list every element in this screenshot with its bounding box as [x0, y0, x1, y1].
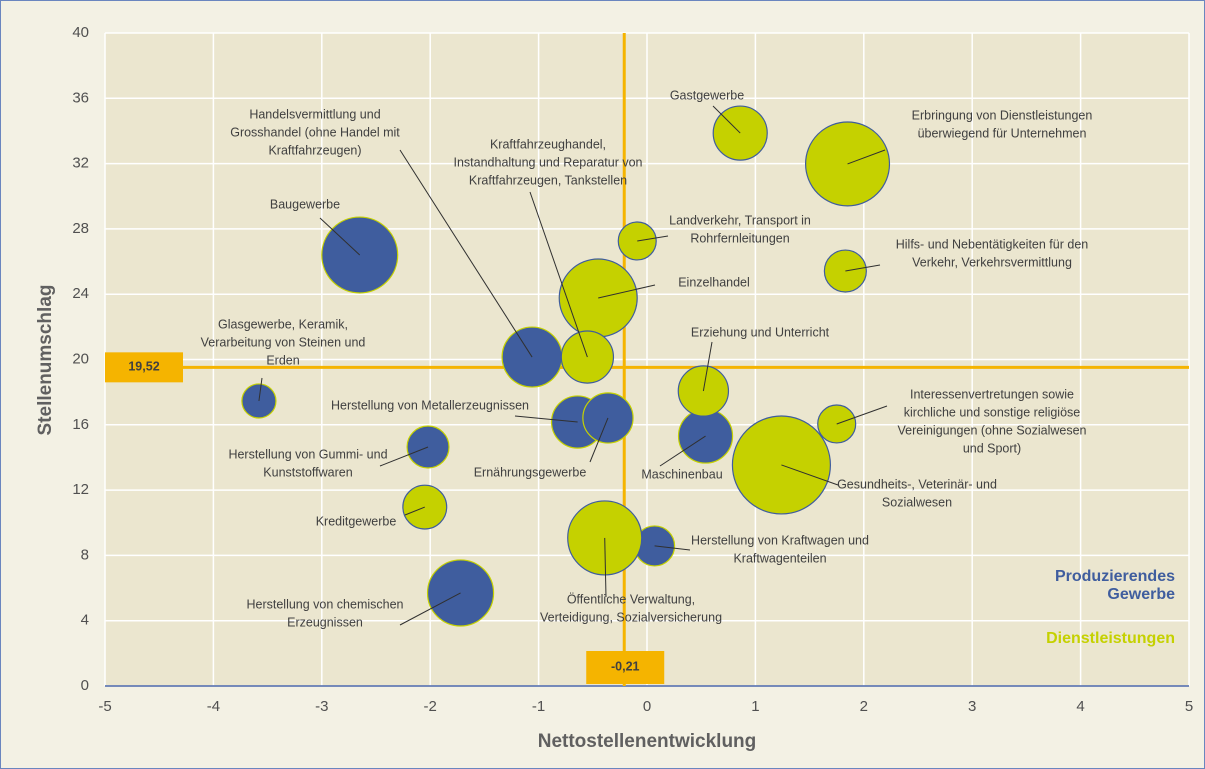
bubble-label: Herstellung von Metallerzeugnissen: [331, 398, 529, 412]
bubble-label: Instandhaltung und Reparatur von: [453, 155, 642, 169]
x-tick-label: -4: [207, 698, 220, 715]
leader-line: [399, 592, 461, 626]
y-tick-label: 24: [72, 285, 89, 302]
x-tick-label: 3: [968, 698, 976, 715]
bubble-label: Herstellung von Gummi- und: [228, 447, 387, 461]
leader-line: [319, 217, 361, 256]
reference-label: 19,52: [128, 360, 159, 374]
bubble: [406, 425, 450, 469]
leader-line: [529, 191, 588, 358]
bubble: [321, 216, 399, 294]
reference-label-box: [105, 352, 183, 383]
y-tick-label: 16: [72, 416, 89, 433]
bubble-label: Herstellung von chemischen: [246, 597, 403, 611]
bubble-label: Herstellung von Kraftwagen und: [691, 533, 869, 547]
bubble-label: Maschinenbau: [641, 467, 722, 481]
bubble-label: Ernährungsgewerbe: [474, 465, 587, 479]
bubble-label: Einzelhandel: [678, 275, 750, 289]
bubble-label: Kunststoffwaren: [263, 465, 352, 479]
bubble-label: Handelsvermittlung und: [249, 107, 380, 121]
x-tick-label: 5: [1185, 698, 1193, 715]
labels: Baugewerbe Handelsvermittlung und Grosshan…: [201, 88, 1093, 629]
bubble-label: Hilfs- und Nebentätigkeiten für den: [896, 237, 1089, 251]
bubble-label: Grosshandel (ohne Handel mit: [230, 125, 400, 139]
x-tick-label: -3: [315, 698, 328, 715]
leader-line: [712, 105, 741, 134]
leader-line: [258, 377, 263, 402]
legend-entry: Produzierendes Gewerbe: [1054, 568, 1175, 603]
reference-label: -0,21: [611, 659, 640, 673]
bubble-label: Glasgewerbe, Keramik,: [218, 317, 348, 331]
leader-line: [847, 149, 886, 165]
bubble-label: Erzeugnissen: [287, 615, 363, 629]
bubble-label: Gesundheits-, Veterinär- und: [837, 477, 997, 491]
bubble-label: Vereinigungen (ohne Sozialwesen: [897, 423, 1086, 437]
leader-line: [845, 264, 881, 272]
bubble-label: Erden: [266, 353, 299, 367]
leader-line: [836, 405, 888, 425]
bubble-label: Baugewerbe: [270, 197, 340, 211]
x-axis-title: Nettostellenentwicklung: [538, 731, 757, 752]
y-tick-label: 28: [72, 220, 89, 237]
bubble: [817, 404, 857, 444]
bubble-label: Öffentliche Verwaltung,: [567, 592, 695, 606]
leader-line: [654, 545, 691, 551]
bubble-label: Verkehr, Verkehrsvermittlung: [912, 255, 1072, 269]
bubble-label: Kraftfahrzeugen): [268, 143, 361, 157]
bubble-label: Landverkehr, Transport in: [669, 213, 811, 227]
bubble-label: Sozialwesen: [882, 495, 952, 509]
leader-line: [589, 417, 609, 463]
y-tick-label: 36: [72, 89, 89, 106]
y-tick-label: 12: [72, 481, 89, 498]
bubble-label: Erziehung und Unterricht: [691, 325, 830, 339]
bubble: [677, 408, 734, 464]
x-tick-label: -5: [98, 698, 111, 715]
x-tick-label: -2: [424, 698, 437, 715]
leader-line: [659, 435, 706, 467]
leader-line: [379, 446, 429, 467]
bubble: [731, 415, 832, 515]
bubble-label: Erbringung von Dienstleistungen: [912, 108, 1093, 122]
y-tick-label: 32: [72, 155, 89, 172]
legend-entry: Dienstleistungen: [1046, 630, 1175, 647]
leader-line: [514, 415, 578, 423]
x-tick-label: -1: [532, 698, 545, 715]
y-tick-label: 20: [72, 350, 89, 367]
bubble: [823, 249, 867, 293]
leader-line: [404, 506, 425, 516]
y-tick-label: 8: [81, 546, 89, 563]
leader-line: [781, 464, 839, 486]
x-tick-label: 2: [860, 698, 868, 715]
bubble-label: kirchliche und sonstige religiöse: [904, 405, 1081, 419]
bubble-label: Rohrfernleitungen: [690, 231, 789, 245]
y-axis-title: Stellenumschlag: [35, 285, 56, 436]
bubble-label: Interessenvertretungen sowie: [910, 387, 1074, 401]
x-tick-label: 1: [751, 698, 759, 715]
x-tick-label: 0: [643, 698, 651, 715]
bubble-label: Kreditgewerbe: [316, 514, 397, 528]
leader-line: [399, 149, 533, 358]
x-tick-label: 4: [1076, 698, 1084, 715]
leader-line: [702, 341, 713, 392]
bubble-label: Verarbeitung von Steinen und: [201, 335, 366, 349]
bubble-label: Verteidigung, Sozialversicherung: [540, 610, 722, 624]
leader-line: [598, 284, 656, 299]
bubble-label: überwiegend für Unternehmen: [918, 126, 1087, 140]
bubble-label: Gastgewerbe: [670, 88, 744, 102]
y-tick-label: 4: [81, 612, 89, 629]
y-tick-label: 0: [81, 677, 89, 694]
leader-line: [637, 235, 669, 242]
leader-line: [604, 537, 607, 598]
bubble-label: Kraftfahrzeughandel,: [490, 137, 606, 151]
bubble-label: Kraftfahrzeugen, Tankstellen: [469, 173, 627, 187]
bubble-label: Kraftwagenteilen: [733, 551, 826, 565]
bubble-label: und Sport): [963, 441, 1021, 455]
y-tick-label: 40: [72, 24, 89, 41]
reference-label-box: [586, 651, 665, 684]
